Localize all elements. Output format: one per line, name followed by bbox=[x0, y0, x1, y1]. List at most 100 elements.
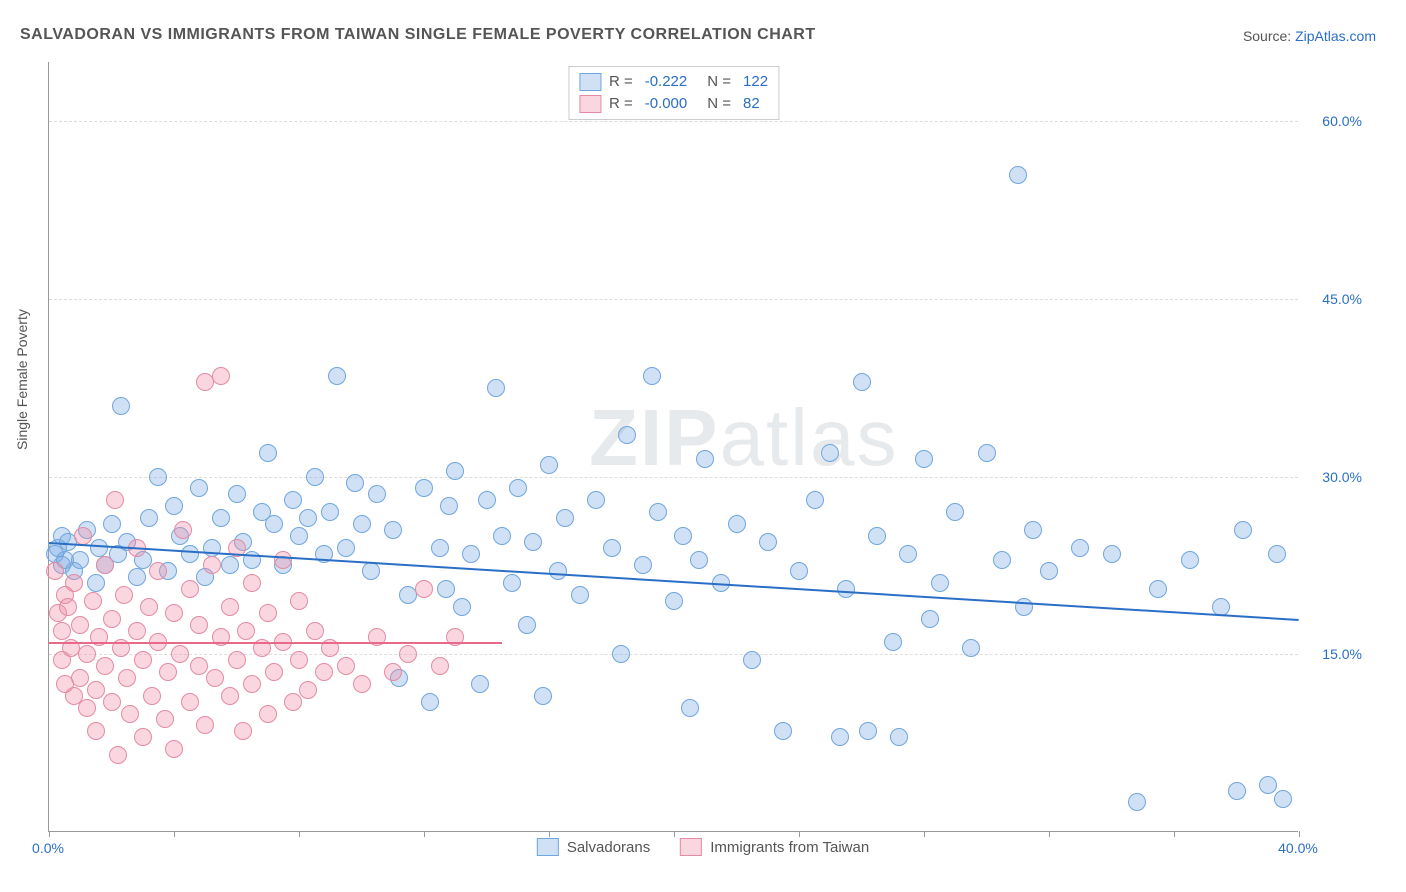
data-point bbox=[165, 740, 183, 758]
legend-r-label: R = bbox=[609, 71, 633, 93]
data-point bbox=[1103, 545, 1121, 563]
data-point bbox=[234, 722, 252, 740]
data-point bbox=[643, 367, 661, 385]
data-point bbox=[421, 693, 439, 711]
data-point bbox=[190, 616, 208, 634]
data-point bbox=[87, 574, 105, 592]
data-point bbox=[921, 610, 939, 628]
data-point bbox=[774, 722, 792, 740]
data-point bbox=[431, 657, 449, 675]
legend-n-label: N = bbox=[707, 71, 731, 93]
data-point bbox=[353, 675, 371, 693]
data-point bbox=[212, 367, 230, 385]
data-point bbox=[221, 687, 239, 705]
data-point bbox=[71, 669, 89, 687]
data-point bbox=[962, 639, 980, 657]
data-point bbox=[290, 592, 308, 610]
data-point bbox=[831, 728, 849, 746]
x-tick bbox=[549, 831, 550, 837]
data-point bbox=[931, 574, 949, 592]
data-point bbox=[237, 622, 255, 640]
source-link[interactable]: ZipAtlas.com bbox=[1295, 28, 1376, 44]
data-point bbox=[1128, 793, 1146, 811]
data-point bbox=[868, 527, 886, 545]
data-point bbox=[690, 551, 708, 569]
legend-n-value: 122 bbox=[743, 71, 768, 93]
data-point bbox=[243, 574, 261, 592]
data-point bbox=[471, 675, 489, 693]
y-tick-label: 15.0% bbox=[1322, 646, 1362, 662]
data-point bbox=[556, 509, 574, 527]
y-tick-label: 45.0% bbox=[1322, 291, 1362, 307]
x-tick bbox=[424, 831, 425, 837]
trend-line bbox=[49, 642, 502, 644]
source-attribution: Source: ZipAtlas.com bbox=[1243, 28, 1376, 44]
data-point bbox=[837, 580, 855, 598]
data-point bbox=[284, 693, 302, 711]
data-point bbox=[181, 693, 199, 711]
data-point bbox=[159, 663, 177, 681]
data-point bbox=[212, 509, 230, 527]
data-point bbox=[65, 574, 83, 592]
data-point bbox=[328, 367, 346, 385]
data-point bbox=[440, 497, 458, 515]
data-point bbox=[134, 728, 152, 746]
data-point bbox=[362, 562, 380, 580]
data-point bbox=[1009, 166, 1027, 184]
legend-series-label: Immigrants from Taiwan bbox=[710, 839, 869, 856]
data-point bbox=[221, 556, 239, 574]
data-point bbox=[743, 651, 761, 669]
data-point bbox=[181, 580, 199, 598]
data-point bbox=[915, 450, 933, 468]
watermark-light: atlas bbox=[719, 393, 898, 482]
data-point bbox=[431, 539, 449, 557]
x-tick-label: 40.0% bbox=[1278, 840, 1318, 856]
data-point bbox=[821, 444, 839, 462]
y-tick-label: 30.0% bbox=[1322, 469, 1362, 485]
data-point bbox=[384, 521, 402, 539]
data-point bbox=[587, 491, 605, 509]
data-point bbox=[118, 669, 136, 687]
data-point bbox=[315, 663, 333, 681]
legend-r-label: R = bbox=[609, 93, 633, 115]
data-point bbox=[1268, 545, 1286, 563]
data-point bbox=[665, 592, 683, 610]
data-point bbox=[509, 479, 527, 497]
data-point bbox=[612, 645, 630, 663]
data-point bbox=[128, 622, 146, 640]
x-tick bbox=[174, 831, 175, 837]
data-point bbox=[203, 556, 221, 574]
data-point bbox=[87, 681, 105, 699]
data-point bbox=[156, 710, 174, 728]
data-point bbox=[337, 657, 355, 675]
data-point bbox=[196, 716, 214, 734]
data-point bbox=[649, 503, 667, 521]
data-point bbox=[368, 485, 386, 503]
data-point bbox=[87, 722, 105, 740]
data-point bbox=[115, 586, 133, 604]
data-point bbox=[674, 527, 692, 545]
data-point bbox=[190, 657, 208, 675]
data-point bbox=[346, 474, 364, 492]
x-tick bbox=[49, 831, 50, 837]
source-prefix: Source: bbox=[1243, 28, 1295, 44]
data-point bbox=[337, 539, 355, 557]
data-point bbox=[140, 509, 158, 527]
data-point bbox=[884, 633, 902, 651]
data-point bbox=[399, 645, 417, 663]
data-point bbox=[859, 722, 877, 740]
data-point bbox=[90, 539, 108, 557]
data-point bbox=[206, 669, 224, 687]
x-tick bbox=[299, 831, 300, 837]
data-point bbox=[437, 580, 455, 598]
data-point bbox=[415, 479, 433, 497]
data-point bbox=[290, 651, 308, 669]
data-point bbox=[1040, 562, 1058, 580]
legend-series-item: Salvadorans bbox=[537, 838, 650, 856]
data-point bbox=[259, 444, 277, 462]
legend-correlation-row: R =-0.000N =82 bbox=[579, 93, 768, 115]
data-point bbox=[171, 645, 189, 663]
legend-swatch bbox=[579, 95, 601, 113]
data-point bbox=[71, 551, 89, 569]
data-point bbox=[728, 515, 746, 533]
